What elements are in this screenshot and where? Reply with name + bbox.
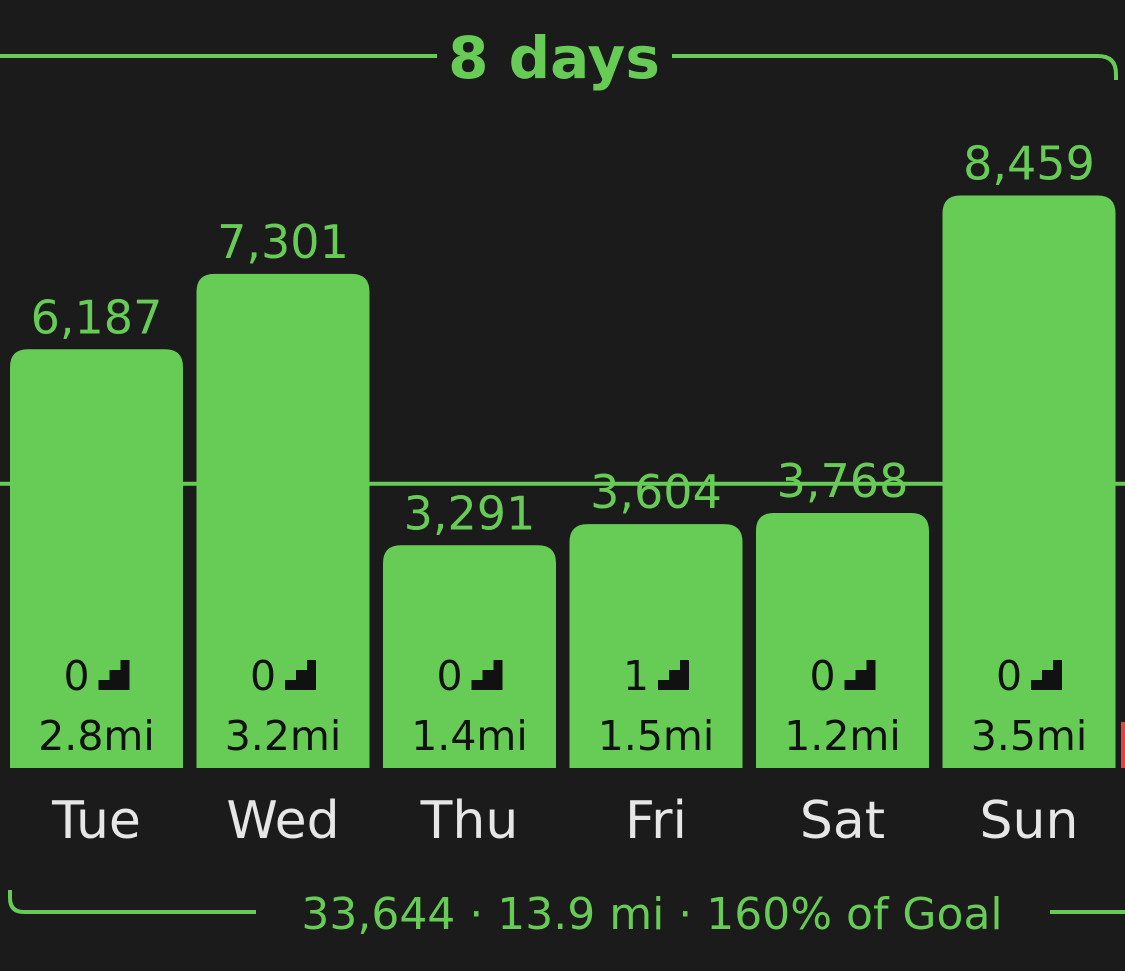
distance-label: 2.8mi <box>38 712 155 760</box>
flights-count: 0 <box>436 652 462 700</box>
value-label: 7,301 <box>217 215 349 269</box>
day-label-sat: Sat <box>800 791 885 851</box>
bottom-bracket-line <box>8 890 1125 914</box>
distance-label: 3.2mi <box>225 712 342 760</box>
stairs-icon <box>98 660 130 690</box>
bar-tue[interactable] <box>10 349 183 768</box>
stairs-icon <box>658 660 689 690</box>
bar-sun[interactable] <box>942 195 1116 768</box>
day-label-wed: Wed <box>226 791 339 851</box>
flights-count: 1 <box>623 652 649 700</box>
value-label: 3,604 <box>590 465 722 519</box>
distance-label: 1.5mi <box>598 712 715 760</box>
day-label-fri: Fri <box>625 791 687 851</box>
value-label: 8,459 <box>963 136 1095 190</box>
top-bracket-line <box>0 54 1118 80</box>
day-label-tue: Tue <box>51 791 141 851</box>
bar-wed[interactable] <box>196 273 370 768</box>
period-title: 8 days <box>448 24 660 92</box>
flights-count: 0 <box>250 652 276 700</box>
stairs-icon <box>285 660 316 690</box>
flights-count: 0 <box>63 652 89 700</box>
value-label: 3,768 <box>777 454 909 508</box>
stairs-icon <box>1031 660 1062 690</box>
stairs-icon <box>844 660 876 690</box>
day-label-thu: Thu <box>420 791 519 851</box>
overflow-marker <box>1121 722 1125 768</box>
bar-thu[interactable] <box>383 545 556 768</box>
bar-fri[interactable] <box>569 524 743 768</box>
value-label: 3,291 <box>404 486 536 540</box>
bar-sat[interactable] <box>756 512 929 768</box>
flights-count: 0 <box>996 652 1022 700</box>
stairs-icon <box>471 660 503 690</box>
day-label-sun: Sun <box>980 791 1079 851</box>
distance-label: 1.2mi <box>784 712 901 760</box>
value-label: 6,187 <box>31 290 163 344</box>
weekly-summary: 33,644 · 13.9 mi · 160% of Goal <box>301 889 1002 940</box>
flights-count: 0 <box>809 652 835 700</box>
distance-label: 1.4mi <box>411 712 528 760</box>
distance-label: 3.5mi <box>971 712 1088 760</box>
